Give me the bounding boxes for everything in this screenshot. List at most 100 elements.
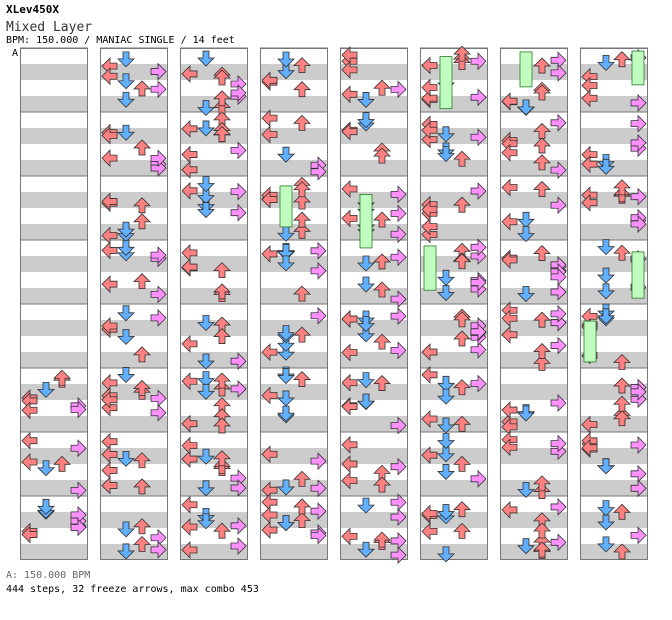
- right-arrow: [150, 308, 167, 327]
- chart-title: XLev450X: [6, 3, 59, 16]
- left-arrow: [501, 143, 518, 162]
- up-arrow: [293, 57, 311, 74]
- left-arrow: [101, 241, 118, 260]
- up-arrow: [613, 503, 631, 520]
- left-arrow: [421, 365, 438, 384]
- down-arrow: [357, 92, 375, 108]
- down-arrow: [277, 390, 295, 407]
- left-arrow: [261, 190, 278, 209]
- down-arrow: [197, 100, 215, 117]
- left-arrow: [341, 180, 358, 198]
- down-arrow: [117, 367, 135, 384]
- left-arrow: [581, 89, 598, 108]
- up-arrow: [453, 311, 471, 328]
- down-arrow: [517, 226, 535, 243]
- left-arrow: [101, 275, 118, 294]
- left-arrow: [261, 386, 278, 405]
- up-arrow: [533, 354, 551, 371]
- right-arrow: [70, 439, 87, 458]
- right-arrow: [230, 141, 247, 160]
- down-arrow: [197, 176, 215, 193]
- down-arrow: [197, 383, 215, 400]
- down-arrow: [597, 308, 615, 325]
- chart-column: [500, 47, 568, 560]
- left-arrow: [501, 401, 518, 420]
- left-arrow: [101, 461, 118, 480]
- up-arrow: [53, 369, 71, 386]
- right-arrow: [230, 84, 247, 102]
- up-arrow: [213, 69, 231, 86]
- left-arrow: [421, 446, 438, 465]
- left-arrow: [101, 445, 118, 464]
- chart-stats: 444 steps, 32 freeze arrows, max combo 4…: [6, 584, 259, 595]
- right-arrow: [550, 394, 567, 412]
- right-arrow: [470, 374, 487, 393]
- left-arrow: [421, 78, 438, 97]
- left-arrow: [181, 414, 198, 433]
- up-arrow: [533, 180, 551, 197]
- up-arrow: [373, 476, 391, 493]
- left-arrow: [501, 92, 518, 111]
- right-arrow: [550, 63, 567, 82]
- down-arrow: [117, 239, 135, 256]
- up-arrow: [533, 522, 551, 539]
- right-arrow: [70, 518, 87, 537]
- up-arrow: [613, 244, 631, 261]
- up-arrow: [613, 410, 631, 427]
- right-arrow: [390, 185, 407, 204]
- up-arrow: [213, 450, 231, 467]
- left-arrow: [341, 122, 358, 141]
- left-arrow: [181, 181, 198, 200]
- left-arrow: [181, 334, 198, 353]
- bpm-legend: A: 150.000 BPM: [6, 570, 91, 581]
- left-arrow: [581, 193, 598, 212]
- left-arrow: [341, 527, 358, 546]
- left-arrow: [341, 373, 358, 392]
- right-arrow: [550, 304, 567, 323]
- up-arrow: [373, 374, 391, 391]
- up-arrow: [533, 57, 551, 74]
- up-arrow: [133, 535, 151, 552]
- right-arrow: [550, 282, 567, 301]
- up-arrow: [533, 475, 551, 492]
- up-arrow: [293, 211, 311, 228]
- up-arrow: [293, 181, 311, 198]
- freeze-arrow: [279, 185, 293, 228]
- up-arrow: [133, 213, 151, 230]
- left-arrow: [101, 67, 118, 86]
- up-arrow: [213, 417, 231, 434]
- right-arrow: [470, 273, 487, 292]
- left-arrow: [421, 522, 438, 541]
- right-arrow: [470, 88, 487, 107]
- right-arrow: [390, 416, 407, 435]
- up-arrow: [293, 81, 311, 98]
- right-arrow: [70, 400, 87, 419]
- right-arrow: [550, 533, 567, 552]
- left-arrow: [501, 178, 518, 197]
- left-arrow: [581, 438, 598, 457]
- right-arrow: [470, 322, 487, 341]
- up-arrow: [213, 125, 231, 142]
- right-arrow: [310, 261, 327, 280]
- left-arrow: [501, 309, 518, 328]
- up-arrow: [213, 283, 231, 300]
- right-arrow: [150, 80, 167, 99]
- down-arrow: [277, 255, 295, 272]
- left-arrow: [101, 192, 118, 211]
- down-arrow: [277, 515, 295, 532]
- freeze-arrow: [423, 245, 437, 291]
- left-arrow: [261, 71, 278, 90]
- down-arrow: [517, 538, 535, 555]
- right-arrow: [230, 537, 247, 555]
- right-arrow: [550, 434, 567, 453]
- left-arrow: [421, 121, 438, 140]
- up-arrow: [613, 377, 631, 394]
- left-arrow: [341, 397, 358, 416]
- up-arrow: [293, 285, 311, 302]
- down-arrow: [117, 91, 135, 108]
- freeze-arrow: [631, 251, 645, 299]
- down-arrow: [597, 158, 615, 175]
- down-arrow: [437, 433, 455, 450]
- right-arrow: [390, 204, 407, 223]
- up-arrow: [453, 522, 471, 539]
